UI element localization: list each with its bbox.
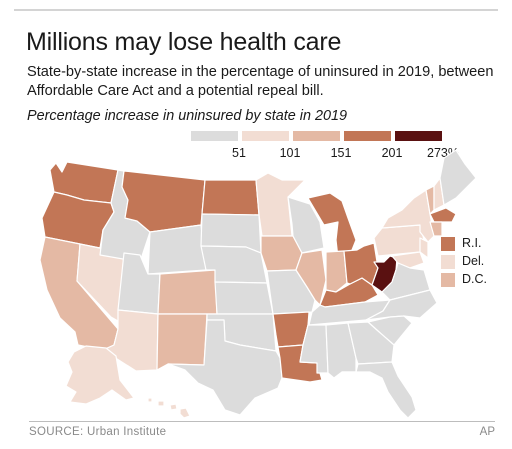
state-nd xyxy=(201,179,260,216)
map-caption: Percentage increase in uninsured by stat… xyxy=(27,108,348,124)
source-note: SOURCE: Urban Institute xyxy=(29,426,167,438)
map-title: Millions may lose health care xyxy=(26,28,342,56)
footer-rule xyxy=(29,421,495,422)
dc-label: D.C. xyxy=(462,272,487,286)
legend-label: 201 xyxy=(381,146,403,160)
legend-label: 51 xyxy=(232,146,246,160)
state-in xyxy=(325,250,348,293)
map-subtitle: State-by-state increase in the percentag… xyxy=(27,64,494,99)
ri-swatch xyxy=(441,237,455,251)
dc-swatch xyxy=(441,273,455,287)
state-me xyxy=(439,149,477,206)
state-ak xyxy=(65,345,135,405)
credit-label: AP xyxy=(479,426,495,438)
top-rule xyxy=(14,9,498,11)
legend-swatch xyxy=(395,131,442,141)
legend-swatch xyxy=(242,131,289,141)
state-tx xyxy=(167,319,283,416)
de-label: Del. xyxy=(462,254,485,268)
ri-label: R.I. xyxy=(462,236,482,250)
legend-swatch xyxy=(191,131,238,141)
legend-label: 101 xyxy=(279,146,301,160)
state-nj xyxy=(419,237,429,259)
state-ga xyxy=(347,321,395,365)
legend-swatch xyxy=(293,131,340,141)
de-swatch xyxy=(441,255,455,269)
state-nm xyxy=(156,313,208,371)
color-legend: 51 101 151 201 273% xyxy=(191,131,459,167)
state-wi xyxy=(287,196,325,254)
state-ks xyxy=(214,281,274,315)
state-hi xyxy=(147,397,191,419)
state-pa xyxy=(373,224,425,257)
state-ct xyxy=(429,221,443,237)
state-ma xyxy=(429,207,457,223)
state-wy xyxy=(147,224,207,275)
state-fl xyxy=(341,361,417,419)
legend-swatch xyxy=(344,131,391,141)
legend-label: 151 xyxy=(330,146,352,160)
state-md xyxy=(391,251,425,269)
state-il xyxy=(295,249,327,306)
state-co xyxy=(157,269,218,315)
